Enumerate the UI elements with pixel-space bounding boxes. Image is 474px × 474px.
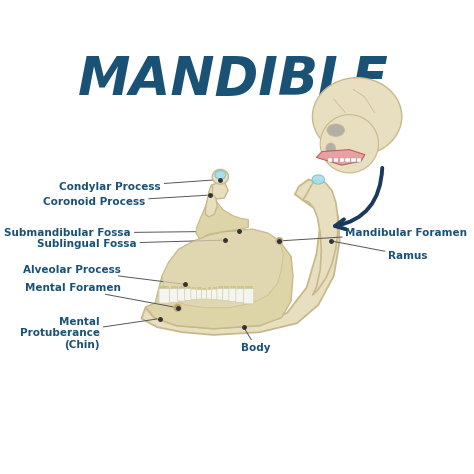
Bar — [346, 158, 350, 163]
Polygon shape — [146, 229, 293, 328]
Text: Mandibular Foramen: Mandibular Foramen — [282, 228, 467, 241]
Text: MANDIBLE: MANDIBLE — [77, 55, 388, 107]
Ellipse shape — [326, 143, 336, 154]
Bar — [171, 286, 178, 290]
Ellipse shape — [215, 171, 226, 179]
Polygon shape — [316, 150, 365, 165]
FancyBboxPatch shape — [191, 289, 198, 300]
Text: Coronoid Process: Coronoid Process — [43, 195, 208, 207]
Text: Body: Body — [241, 329, 271, 353]
Bar — [230, 286, 236, 289]
FancyBboxPatch shape — [206, 290, 213, 299]
Circle shape — [276, 237, 283, 245]
Circle shape — [174, 304, 182, 311]
Ellipse shape — [312, 175, 325, 184]
Bar — [198, 287, 201, 290]
Ellipse shape — [312, 78, 402, 155]
Ellipse shape — [327, 124, 345, 137]
Bar — [192, 287, 196, 290]
FancyBboxPatch shape — [223, 289, 230, 301]
Bar — [351, 158, 356, 163]
Text: Sublingual Fossa: Sublingual Fossa — [37, 239, 222, 249]
Bar — [179, 286, 184, 290]
Bar — [328, 158, 332, 163]
Bar — [202, 288, 206, 291]
FancyBboxPatch shape — [211, 289, 218, 300]
Text: Submandibular Fossa: Submandibular Fossa — [4, 228, 236, 238]
Bar — [245, 286, 253, 290]
Bar — [340, 158, 344, 163]
FancyBboxPatch shape — [159, 289, 170, 303]
Bar — [208, 287, 211, 290]
Bar — [334, 158, 338, 163]
Bar — [224, 286, 229, 290]
Text: Condylar Process: Condylar Process — [59, 180, 218, 192]
FancyBboxPatch shape — [201, 290, 208, 299]
FancyBboxPatch shape — [244, 289, 254, 304]
FancyBboxPatch shape — [236, 289, 245, 303]
Text: Mental Foramen: Mental Foramen — [25, 283, 175, 307]
Ellipse shape — [212, 169, 228, 184]
Bar — [218, 286, 223, 290]
Bar — [237, 286, 244, 290]
FancyBboxPatch shape — [196, 290, 202, 299]
Ellipse shape — [320, 115, 378, 173]
FancyBboxPatch shape — [229, 288, 237, 301]
Text: Alveolar Process: Alveolar Process — [23, 265, 182, 284]
FancyBboxPatch shape — [217, 289, 224, 300]
Polygon shape — [206, 184, 217, 217]
FancyBboxPatch shape — [178, 289, 186, 301]
Polygon shape — [303, 180, 337, 295]
FancyBboxPatch shape — [170, 289, 179, 302]
Bar — [213, 287, 217, 290]
Bar — [160, 286, 169, 290]
Polygon shape — [196, 191, 248, 239]
Text: Ramus: Ramus — [333, 241, 428, 261]
FancyBboxPatch shape — [184, 289, 192, 301]
Polygon shape — [162, 229, 283, 308]
Bar — [186, 286, 191, 290]
Polygon shape — [142, 180, 340, 335]
Bar — [357, 158, 361, 163]
Text: Mental
Protuberance
(Chin): Mental Protuberance (Chin) — [20, 317, 157, 350]
Polygon shape — [213, 182, 228, 199]
